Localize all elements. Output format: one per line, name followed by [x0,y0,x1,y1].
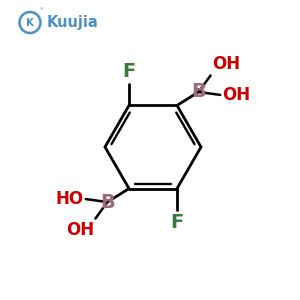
Text: HO: HO [55,190,83,208]
Text: Kuujia: Kuujia [46,15,98,30]
Text: B: B [191,82,206,101]
Text: B: B [100,193,115,211]
Text: K: K [26,17,34,28]
Text: OH: OH [223,86,251,104]
Text: OH: OH [212,55,240,73]
Text: F: F [122,62,136,81]
Text: OH: OH [66,221,94,239]
Text: F: F [170,213,184,232]
Text: °: ° [39,8,43,14]
